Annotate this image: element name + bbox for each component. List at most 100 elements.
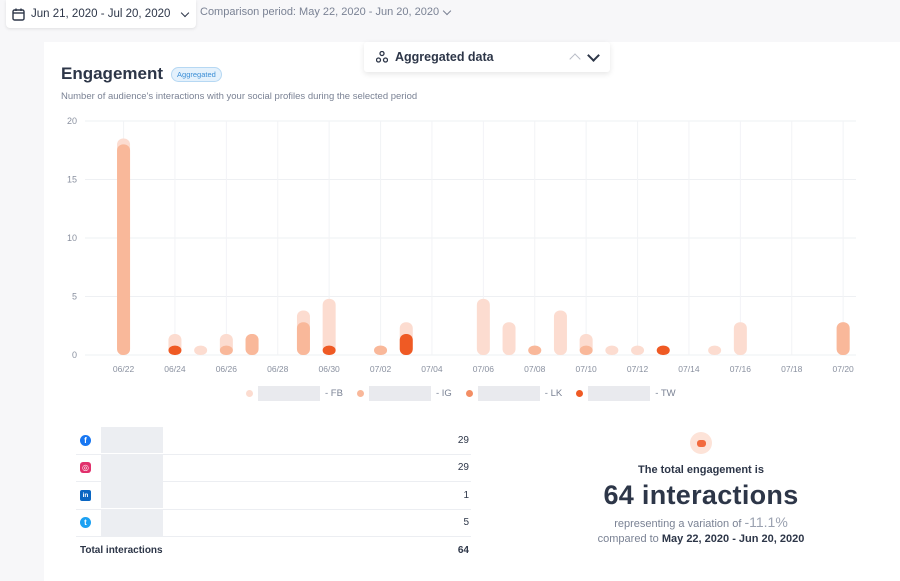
legend-dot-lk <box>465 390 473 397</box>
summary-intro: The total engagement is <box>638 464 764 476</box>
comparison-period-value: May 22, 2020 - Jun 20, 2020 <box>661 533 805 545</box>
bar-fb <box>553 310 567 355</box>
bar-tw <box>656 345 670 355</box>
bar-ig <box>219 345 233 355</box>
bar-ig <box>836 322 850 355</box>
bar-fb <box>476 298 490 355</box>
total-label: Total interactions <box>80 544 163 556</box>
bar-fb <box>605 345 619 355</box>
x-tick-label: 06/22 <box>113 364 135 374</box>
legend-item-ig[interactable]: - IG <box>356 386 452 401</box>
comparison-text: compared to <box>597 533 659 545</box>
twitter-icon: t <box>80 517 91 529</box>
summary-comparison-line: compared to May 22, 2020 - Jun 20, 2020 <box>556 533 846 545</box>
x-tick-label: 06/30 <box>319 364 341 374</box>
legend-label-lk: - LK <box>544 388 563 399</box>
x-tick-label: 07/10 <box>576 364 598 374</box>
engagement-summary: The total engagement is 64 interactions … <box>556 432 846 545</box>
bar-fb <box>322 298 336 355</box>
x-tick-label: 06/26 <box>216 364 238 374</box>
summary-total: 64 interactions <box>603 480 799 510</box>
date-range-picker[interactable]: Jun 21, 2020 - Jul 20, 2020 <box>6 0 197 28</box>
x-tick-label: 07/20 <box>833 364 855 374</box>
calendar-icon <box>12 8 25 21</box>
profile-name-placeholder <box>101 482 163 509</box>
linkedin-icon: in <box>80 489 91 501</box>
y-tick-label: 0 <box>72 350 77 360</box>
legend-name-placeholder <box>258 386 320 401</box>
legend-label-tw: - TW <box>655 388 676 399</box>
legend-item-tw[interactable]: - TW <box>576 386 676 401</box>
legend-name-placeholder <box>588 386 651 401</box>
engagement-icon <box>690 432 712 454</box>
profile-name-placeholder <box>101 509 163 536</box>
chart-subtitle: Number of audience's interactions with y… <box>61 91 418 102</box>
legend-label-fb: - FB <box>325 388 343 399</box>
x-tick-label: 06/28 <box>267 364 289 374</box>
bar-fb <box>708 345 722 355</box>
table-row: t 5 <box>76 509 471 537</box>
x-tick-label: 07/12 <box>627 364 649 374</box>
legend-dot-tw <box>576 390 584 397</box>
legend-name-placeholder <box>477 386 540 401</box>
bar-ig <box>579 345 593 355</box>
row-value: 5 <box>463 517 469 529</box>
variation-value: -11.1% <box>744 514 788 530</box>
chevron-down-icon[interactable] <box>587 48 600 62</box>
profile-name-placeholder <box>101 427 163 454</box>
aggregated-data-dropdown[interactable]: Aggregated data <box>364 42 610 72</box>
comparison-period-text: Comparison period: May 22, 2020 - Jun 20… <box>200 6 440 18</box>
network-icon <box>376 51 388 63</box>
bar-fb <box>502 322 516 355</box>
table-row: ◎ 29 <box>76 454 471 482</box>
legend-dot-fb <box>246 390 253 397</box>
variation-text: representing a variation of <box>614 518 742 530</box>
y-tick-label: 15 <box>67 175 77 185</box>
y-tick-label: 10 <box>67 233 77 243</box>
bar-ig <box>528 345 542 355</box>
profile-name-placeholder <box>101 454 163 481</box>
total-row: Total interactions 64 <box>76 537 471 564</box>
aggregated-badge: Aggregated <box>171 66 222 82</box>
legend-name-placeholder <box>368 386 431 401</box>
instagram-icon: ◎ <box>80 462 91 474</box>
date-range-text: Jun 21, 2020 - Jul 20, 2020 <box>31 8 171 20</box>
chart-title: Engagement <box>61 64 164 83</box>
x-tick-label: 07/16 <box>730 364 752 374</box>
legend-dot-ig <box>356 390 364 397</box>
x-tick-label: 07/14 <box>678 364 700 374</box>
x-tick-label: 07/06 <box>473 364 495 374</box>
x-tick-label: 07/08 <box>524 364 546 374</box>
legend-item-lk[interactable]: - LK <box>465 386 563 401</box>
chart-legend: - FB - IG - LK - TW <box>246 386 676 401</box>
x-tick-label: 07/18 <box>781 364 803 374</box>
row-value: 29 <box>457 462 469 474</box>
bar-fb <box>733 322 747 355</box>
bar-tw <box>168 345 182 355</box>
y-tick-label: 20 <box>67 116 77 126</box>
table-row: in 1 <box>76 482 471 510</box>
bar-ig <box>245 333 259 355</box>
bar-tw <box>399 333 413 355</box>
interactions-table: f 29 ◎ 29 in 1 t 5 Total interactions 64 <box>76 427 471 564</box>
bar-fb <box>194 345 208 355</box>
comparison-period-selector[interactable]: Comparison period: May 22, 2020 - Jun 20… <box>200 6 452 18</box>
bar-fb <box>631 345 645 355</box>
y-tick-label: 5 <box>72 292 77 302</box>
bar-ig <box>374 345 388 355</box>
aggregated-data-label: Aggregated data <box>395 50 494 64</box>
facebook-icon: f <box>80 434 91 446</box>
engagement-card <box>44 42 900 581</box>
row-value: 29 <box>457 434 469 446</box>
chevron-up-icon[interactable] <box>569 53 581 65</box>
x-tick-label: 07/04 <box>421 364 443 374</box>
row-value: 1 <box>463 489 469 501</box>
table-row: f 29 <box>76 427 471 455</box>
bar-ig <box>117 144 131 355</box>
bar-ig <box>296 322 310 355</box>
legend-item-fb[interactable]: - FB <box>246 386 343 401</box>
legend-label-ig: - IG <box>435 388 452 399</box>
total-value: 64 <box>457 544 469 556</box>
x-tick-label: 06/24 <box>164 364 186 374</box>
